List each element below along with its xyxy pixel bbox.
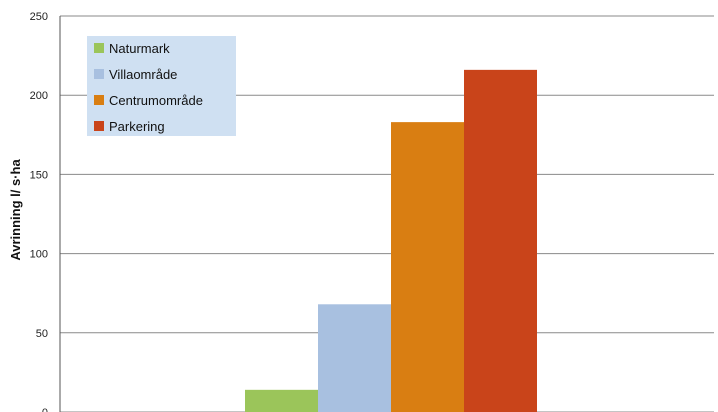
legend-items: Naturmark Villaområde Centrumområde Parkeri… bbox=[94, 41, 203, 134]
legend-label: Villaområde bbox=[109, 67, 177, 82]
y-tick-label: 100 bbox=[30, 249, 48, 261]
y-axis-ticks: 0 50 100 150 200 250 bbox=[30, 11, 48, 412]
y-tick-label: 150 bbox=[30, 169, 48, 181]
legend-swatch bbox=[94, 43, 104, 53]
legend-label: Naturmark bbox=[109, 41, 170, 56]
bar-naturmark bbox=[245, 389, 318, 412]
y-tick-label: 0 bbox=[42, 407, 48, 412]
legend-label: Parkering bbox=[109, 119, 165, 134]
legend-label: Centrumområde bbox=[109, 93, 203, 108]
legend-swatch bbox=[94, 95, 104, 105]
bar-villaområde bbox=[318, 304, 391, 412]
legend-swatch bbox=[94, 69, 104, 79]
legend: Naturmark Villaområde Centrumområde Parkeri… bbox=[87, 36, 236, 136]
bars bbox=[245, 69, 537, 412]
bar-centrumområde bbox=[391, 122, 464, 412]
y-tick-label: 50 bbox=[36, 328, 48, 340]
y-axis-title: Avrinning l/ s·ha bbox=[8, 159, 23, 261]
y-tick-label: 250 bbox=[30, 11, 48, 23]
y-tick-label: 200 bbox=[30, 90, 48, 102]
bar-parkering bbox=[464, 69, 537, 412]
legend-background bbox=[87, 36, 236, 136]
legend-swatch bbox=[94, 121, 104, 131]
